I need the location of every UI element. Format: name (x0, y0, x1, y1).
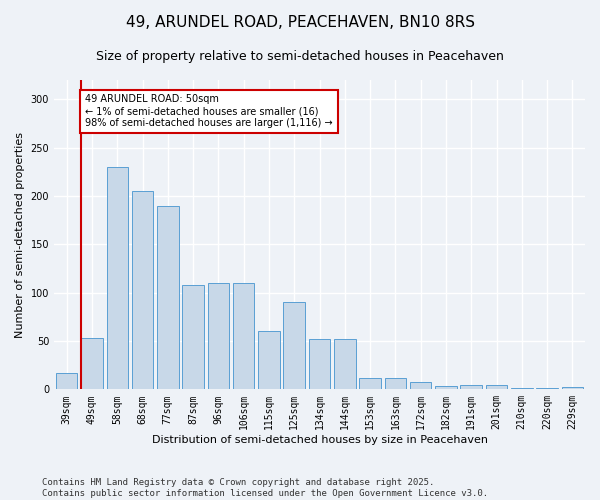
Bar (182, 285, 204, 390)
Bar (511, 388, 533, 390)
Bar (334, 339, 356, 390)
Bar (132, 191, 153, 390)
Text: 49, ARUNDEL ROAD, PEACEHAVEN, BN10 8RS: 49, ARUNDEL ROAD, PEACEHAVEN, BN10 8RS (125, 15, 475, 30)
Bar (435, 386, 457, 390)
Bar (460, 384, 482, 390)
Bar (81, 338, 103, 390)
Bar (258, 332, 280, 390)
X-axis label: Distribution of semi-detached houses by size in Peacehaven: Distribution of semi-detached houses by … (152, 435, 488, 445)
Bar (562, 388, 583, 390)
Bar (486, 386, 507, 390)
Bar (56, 373, 77, 390)
Y-axis label: Number of semi-detached properties: Number of semi-detached properties (15, 132, 25, 338)
Bar (283, 302, 305, 390)
Text: 49 ARUNDEL ROAD: 50sqm
← 1% of semi-detached houses are smaller (16)
98% of semi: 49 ARUNDEL ROAD: 50sqm ← 1% of semi-deta… (85, 94, 332, 128)
Bar (359, 378, 381, 390)
Text: Contains HM Land Registry data © Crown copyright and database right 2025.
Contai: Contains HM Land Registry data © Crown c… (42, 478, 488, 498)
Bar (157, 206, 179, 390)
Bar (233, 283, 254, 390)
Bar (536, 388, 558, 390)
Bar (385, 378, 406, 390)
Bar (410, 382, 431, 390)
Bar (309, 339, 330, 390)
Bar (107, 167, 128, 390)
Bar (208, 283, 229, 390)
Text: Size of property relative to semi-detached houses in Peacehaven: Size of property relative to semi-detach… (96, 50, 504, 63)
